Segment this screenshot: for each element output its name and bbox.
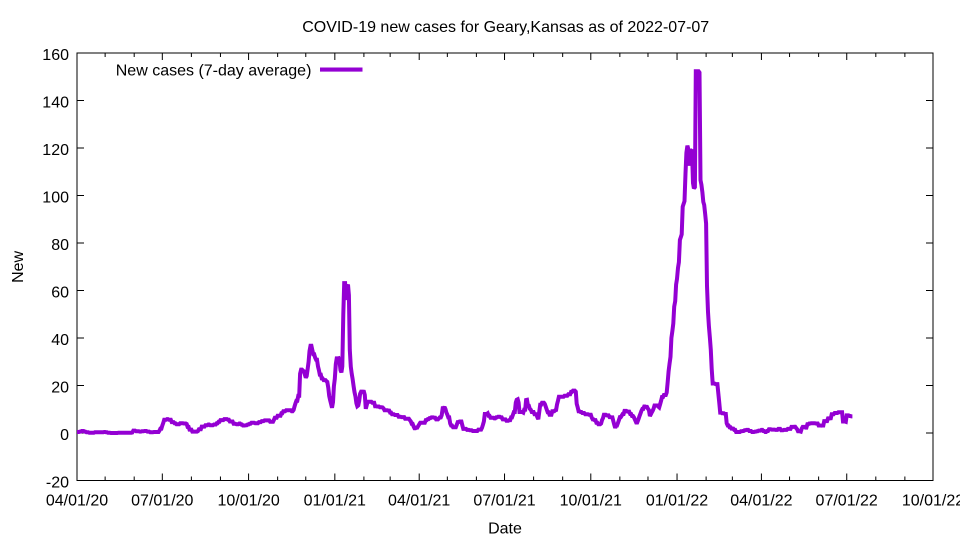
svg-text:-20: -20: [46, 475, 69, 492]
svg-text:160: 160: [42, 47, 69, 64]
svg-text:140: 140: [42, 95, 69, 112]
svg-text:Date: Date: [488, 520, 522, 537]
svg-text:07/01/21: 07/01/21: [473, 493, 535, 510]
svg-text:100: 100: [42, 190, 69, 207]
svg-text:04/01/20: 04/01/20: [46, 493, 108, 510]
svg-text:04/01/21: 04/01/21: [388, 493, 450, 510]
svg-text:New: New: [10, 250, 27, 282]
svg-text:80: 80: [51, 237, 69, 254]
svg-text:10/01/22: 10/01/22: [902, 493, 960, 510]
svg-text:20: 20: [51, 380, 69, 397]
svg-text:07/01/22: 07/01/22: [816, 493, 878, 510]
svg-text:120: 120: [42, 142, 69, 159]
svg-text:01/01/21: 01/01/21: [304, 493, 366, 510]
svg-text:10/01/20: 10/01/20: [217, 493, 279, 510]
svg-text:COVID-19 new cases for Geary,K: COVID-19 new cases for Geary,Kansas as o…: [302, 19, 709, 36]
svg-text:01/01/22: 01/01/22: [646, 493, 708, 510]
svg-text:10/01/21: 10/01/21: [560, 493, 622, 510]
svg-text:04/01/22: 04/01/22: [730, 493, 792, 510]
svg-text:0: 0: [60, 427, 69, 444]
svg-text:New cases (7-day average): New cases (7-day average): [116, 62, 312, 79]
svg-text:07/01/20: 07/01/20: [131, 493, 193, 510]
svg-text:40: 40: [51, 332, 69, 349]
svg-text:60: 60: [51, 285, 69, 302]
